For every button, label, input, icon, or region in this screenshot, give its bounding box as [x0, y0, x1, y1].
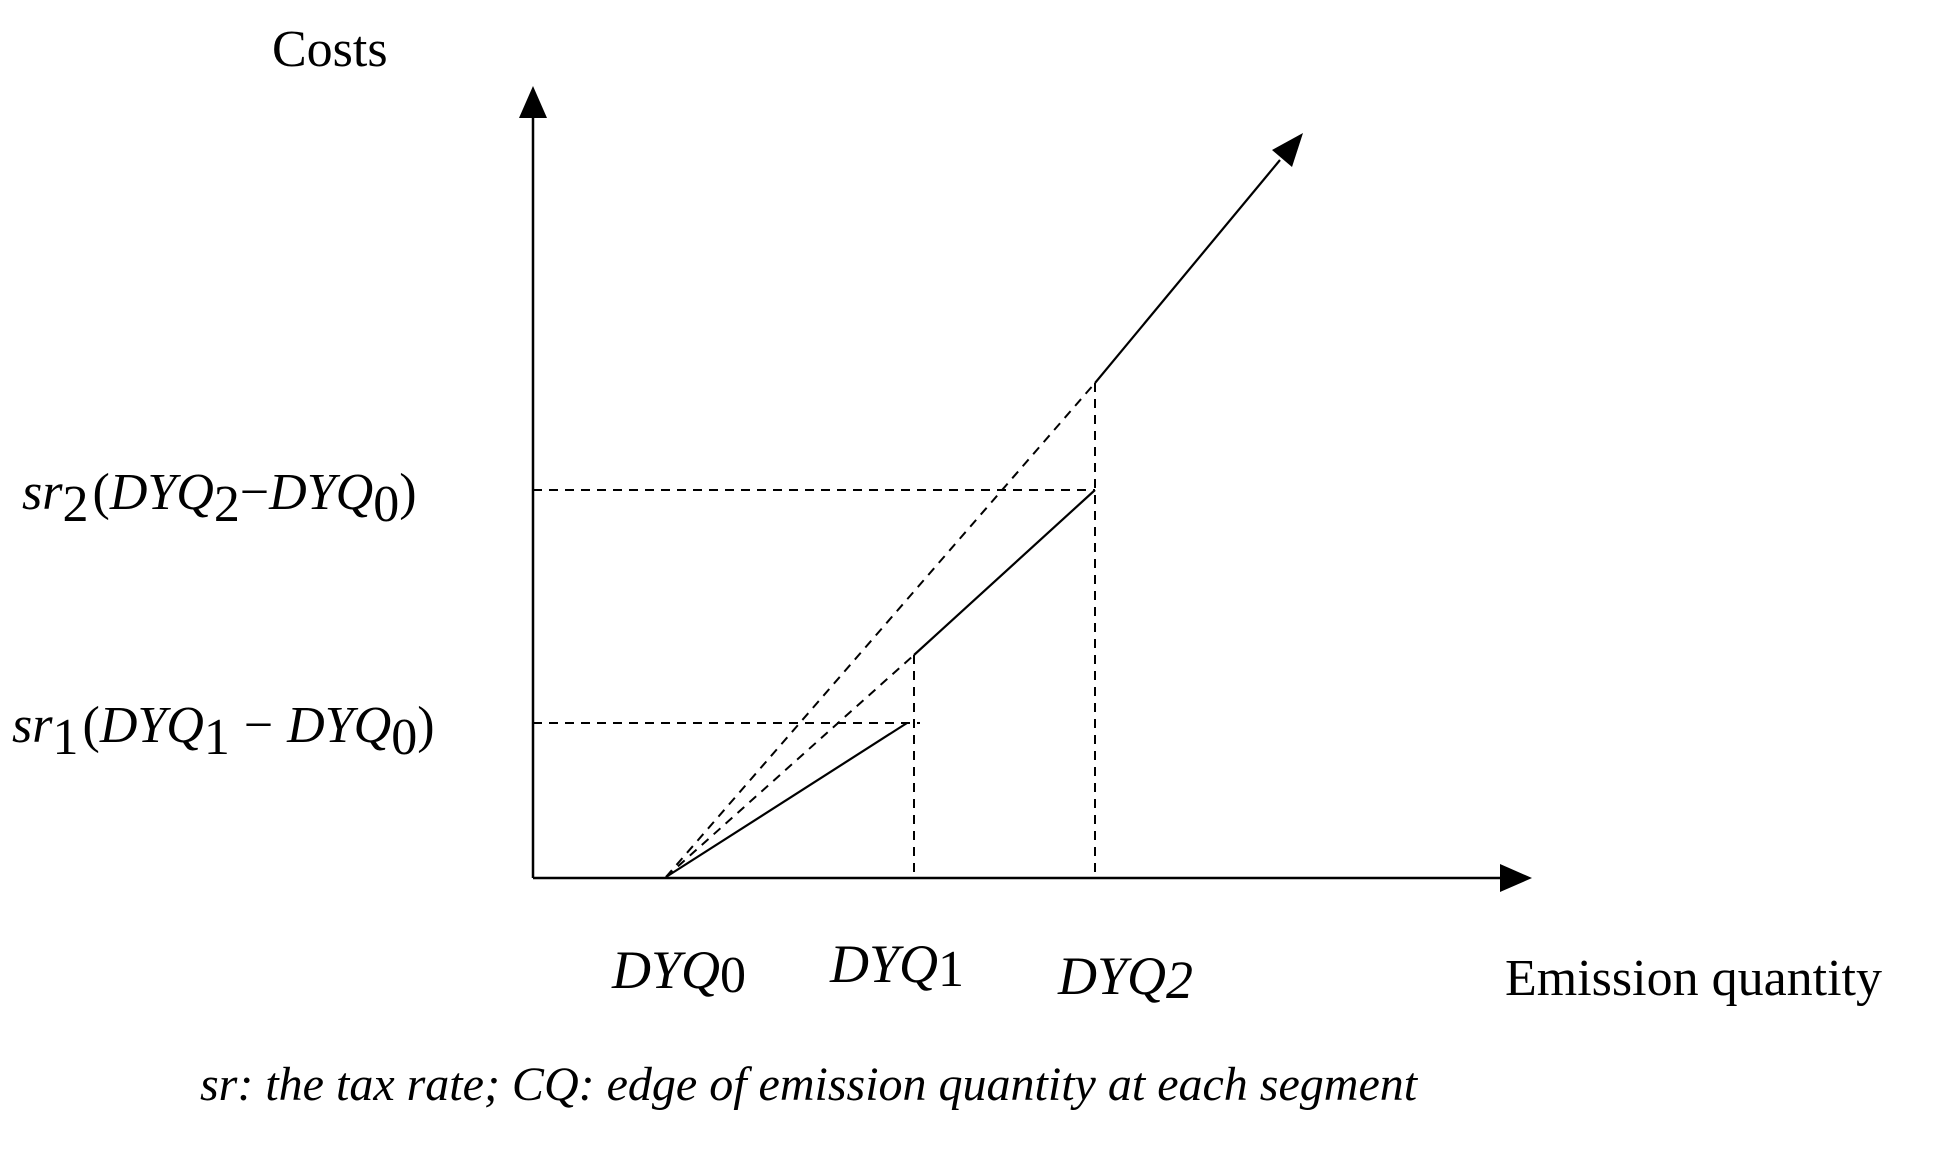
x-axis-arrowhead [1500, 864, 1532, 892]
cost-segment-3-arrowhead [1272, 133, 1303, 167]
dash-extension-to-dyq1 [665, 654, 915, 878]
dash-extension-to-dyq2 [665, 382, 1096, 878]
x-axis-title: Emission quantity [1505, 950, 1882, 1007]
y-label-level2: sr2(DYQ2−DYQ0) [22, 464, 417, 533]
cost-segment-1 [665, 722, 908, 878]
y-axis-arrowhead [519, 86, 547, 118]
cost-segment-3 [1094, 159, 1281, 384]
cost-segment-2 [913, 489, 1096, 656]
caption: sr: the tax rate; CQ: edge of emission q… [200, 1058, 1419, 1111]
x-tick-dyq1: DYQ1 [829, 934, 964, 998]
y-axis-title: Costs [272, 21, 388, 78]
y-label-level1: sr1(DYQ1− DYQ0) [12, 697, 435, 766]
x-tick-dyq2: DYQ2 [1057, 946, 1193, 1010]
x-tick-dyq0: DYQ0 [611, 940, 746, 1004]
